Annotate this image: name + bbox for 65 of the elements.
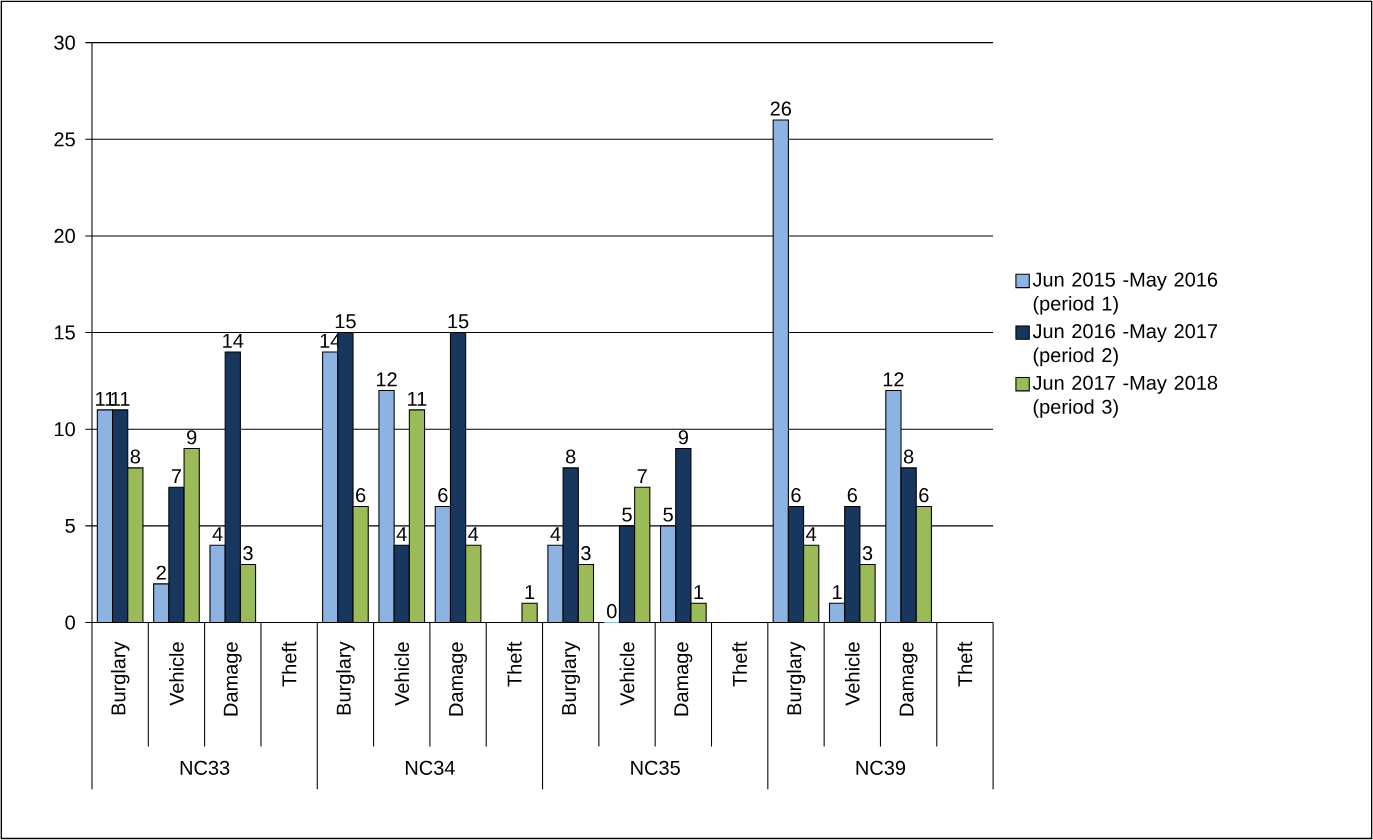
text: NC35 — [631, 760, 680, 775]
data-label: 2 — [156, 565, 166, 580]
data-label: 3 — [243, 546, 253, 561]
text: NC34 — [405, 760, 455, 775]
data-label: 7 — [171, 469, 182, 484]
data-label: 8 — [130, 449, 141, 464]
x-tick-label: Damage — [449, 642, 468, 716]
data-label: 4 — [550, 527, 561, 542]
x-tick-label: Vehicle — [844, 642, 860, 706]
legend-label: Jun 2016 -May 2017 (period 2) — [1032, 324, 1218, 367]
y-tick-label: 25 — [54, 132, 75, 147]
data-label: 3 — [862, 546, 873, 561]
y-tick-label: 0 — [65, 615, 75, 630]
data-label: 5 — [622, 507, 632, 522]
data-label: 5 — [663, 507, 673, 522]
data-label: 1 — [525, 585, 535, 600]
bar — [521, 602, 538, 624]
data-label: 12 — [883, 372, 904, 387]
data-label: 6 — [438, 488, 448, 503]
y-tick-label: 10 — [55, 422, 75, 437]
x-tick-label: Theft — [281, 641, 297, 687]
x-tick-label: Vehicle — [619, 642, 635, 706]
data-label: 4 — [396, 527, 407, 542]
x-tick-label: Burglary — [110, 641, 130, 715]
y-tick-label: 20 — [54, 228, 75, 244]
data-label: 15 — [448, 314, 469, 329]
data-label: 6 — [919, 488, 929, 503]
data-label: 11 — [408, 391, 427, 406]
data-label: 12 — [376, 372, 397, 387]
x-tick-label: Burglary — [786, 641, 806, 715]
data-label: 4 — [806, 527, 817, 542]
data-label: 26 — [770, 101, 792, 116]
text: NC33 — [180, 760, 230, 775]
data-label: 9 — [187, 430, 197, 445]
x-tick-label: Theft — [957, 641, 973, 687]
x-tick-label: Burglary — [561, 641, 581, 715]
x-tick-label: Damage — [223, 642, 242, 716]
x-tick-label: Theft — [507, 641, 522, 687]
data-label: 8 — [903, 449, 914, 464]
data-label: 1 — [694, 585, 704, 600]
x-tick-label: Burglary — [336, 641, 355, 715]
data-label: 14 — [223, 333, 244, 348]
data-label: 1 — [833, 585, 842, 600]
x-tick-label: Vehicle — [169, 642, 184, 706]
data-label: 7 — [637, 469, 647, 484]
y-tick-label: 30 — [54, 35, 75, 50]
text: NC39 — [856, 760, 906, 775]
x-tick-label: Theft — [732, 641, 747, 687]
legend-label: Jun 2015 -May 2016 (period 1) — [1032, 272, 1218, 315]
data-label: 9 — [678, 430, 688, 445]
y-tick-label: 15 — [55, 325, 75, 340]
data-label: 15 — [335, 314, 356, 329]
data-label: 4 — [468, 527, 479, 542]
data-label: 6 — [791, 488, 801, 503]
x-tick-label: Damage — [674, 642, 693, 716]
data-label: 6 — [847, 488, 857, 503]
data-label: 0 — [607, 604, 617, 619]
data-label: 4 — [212, 527, 223, 542]
data-label: 3 — [581, 546, 591, 561]
y-tick-label: 5 — [65, 518, 75, 533]
x-tick-label: Damage — [899, 642, 918, 716]
data-label: 8 — [566, 449, 576, 464]
data-label: 6 — [356, 488, 366, 503]
x-tick-label: Vehicle — [394, 642, 410, 706]
legend-label: Jun 2017 -May 2018 (period 3) — [1032, 375, 1218, 418]
